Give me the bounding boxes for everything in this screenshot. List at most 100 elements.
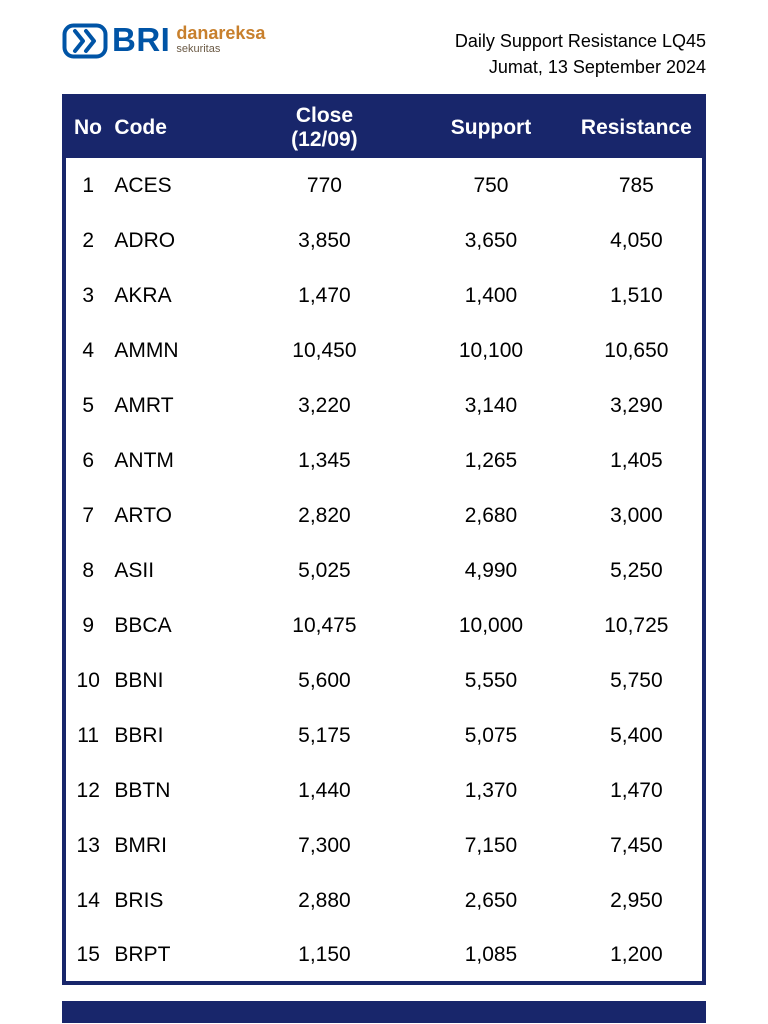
row-resistance: 3,000 (570, 488, 704, 544)
row-no: 13 (64, 818, 111, 874)
header-close-line2: (12/09) (291, 128, 358, 152)
row-support: 4,990 (411, 543, 571, 599)
row-resistance: 3,290 (570, 378, 704, 434)
row-code: ACES (110, 158, 238, 214)
sekuritas-text: sekuritas (176, 42, 221, 55)
row-support: 1,265 (411, 433, 571, 489)
row-code: AMRT (110, 378, 238, 434)
row-close: 3,220 (237, 378, 412, 434)
title-block: Daily Support Resistance LQ45 Jumat, 13 … (455, 20, 706, 80)
table-header-row: No Code Close (12/09) Support Resistance (64, 96, 704, 159)
row-close: 1,345 (237, 433, 412, 489)
danareksa-text: danareksa (176, 23, 266, 43)
row-code: ASII (110, 543, 238, 599)
row-support: 1,400 (411, 268, 571, 324)
row-support: 1,085 (411, 928, 571, 984)
row-resistance: 1,470 (570, 763, 704, 819)
table-row: 6 ANTM 1,345 1,265 1,405 (64, 433, 704, 489)
row-code: BBCA (110, 598, 238, 654)
row-no: 11 (64, 708, 111, 764)
row-no: 10 (64, 653, 111, 709)
footer-bar (62, 1001, 706, 1024)
row-support: 1,370 (411, 763, 571, 819)
table-row: 12 BBTN 1,440 1,370 1,470 (64, 763, 704, 819)
row-close: 1,150 (237, 928, 412, 984)
row-resistance: 5,400 (570, 708, 704, 764)
table-body: 1 ACES 770 750 785 2 ADRO 3,850 3,650 4,050 3 AKRA 1… (64, 158, 704, 984)
row-code: BMRI (110, 818, 238, 874)
row-code: ARTO (110, 488, 238, 544)
row-resistance: 785 (570, 158, 704, 214)
row-resistance: 5,750 (570, 653, 704, 709)
table-row: 4 AMMN 10,450 10,100 10,650 (64, 323, 704, 379)
row-resistance: 2,950 (570, 873, 704, 929)
row-support: 2,650 (411, 873, 571, 929)
row-resistance: 1,405 (570, 433, 704, 489)
row-code: BRIS (110, 873, 238, 929)
row-no: 12 (64, 763, 111, 819)
row-resistance: 5,250 (570, 543, 704, 599)
row-support: 2,680 (411, 488, 571, 544)
row-code: AKRA (110, 268, 238, 324)
danareksa-block: danareksa sekuritas (176, 24, 265, 55)
row-close: 3,850 (237, 213, 412, 269)
row-code: BRPT (110, 928, 238, 984)
table-row: 5 AMRT 3,220 3,140 3,290 (64, 378, 704, 434)
row-code: BBNI (110, 653, 238, 709)
row-support: 10,000 (411, 598, 571, 654)
header-close: Close (12/09) (237, 96, 412, 159)
header-no: No (64, 96, 111, 159)
row-no: 15 (64, 928, 111, 984)
header-close-line1: Close (295, 104, 354, 128)
row-close: 10,475 (237, 598, 412, 654)
row-support: 7,150 (411, 818, 571, 874)
row-resistance: 1,200 (570, 928, 704, 984)
row-close: 5,025 (237, 543, 412, 599)
row-no: 4 (64, 323, 111, 379)
row-resistance: 10,725 (570, 598, 704, 654)
report-date: Jumat, 13 September 2024 (488, 57, 706, 78)
row-close: 2,880 (237, 873, 412, 929)
report-header: BRI danareksa sekuritas Daily Support Re… (62, 20, 706, 80)
table-row: 11 BBRI 5,175 5,075 5,400 (64, 708, 704, 764)
row-resistance: 1,510 (570, 268, 704, 324)
row-close: 5,175 (237, 708, 412, 764)
row-close: 10,450 (237, 323, 412, 379)
row-no: 8 (64, 543, 111, 599)
row-no: 1 (64, 158, 111, 214)
row-code: ADRO (110, 213, 238, 269)
row-close: 5,600 (237, 653, 412, 709)
row-support: 3,140 (411, 378, 571, 434)
row-no: 9 (64, 598, 111, 654)
row-close: 2,820 (237, 488, 412, 544)
table-row: 2 ADRO 3,850 3,650 4,050 (64, 213, 704, 269)
row-no: 3 (64, 268, 111, 324)
row-resistance: 10,650 (570, 323, 704, 379)
row-no: 5 (64, 378, 111, 434)
row-close: 1,470 (237, 268, 412, 324)
row-support: 750 (411, 158, 571, 214)
header-resistance: Resistance (570, 96, 704, 159)
row-no: 14 (64, 873, 111, 929)
row-support: 3,650 (411, 213, 571, 269)
table-row: 8 ASII 5,025 4,990 5,250 (64, 543, 704, 599)
row-close: 7,300 (237, 818, 412, 874)
table-row: 15 BRPT 1,150 1,085 1,200 (64, 928, 704, 984)
row-close: 1,440 (237, 763, 412, 819)
bri-danareksa-logo: BRI danareksa sekuritas (62, 20, 265, 64)
table-row: 9 BBCA 10,475 10,000 10,725 (64, 598, 704, 654)
row-code: AMMN (110, 323, 238, 379)
table-row: 10 BBNI 5,600 5,550 5,750 (64, 653, 704, 709)
table-row: 7 ARTO 2,820 2,680 3,000 (64, 488, 704, 544)
row-code: ANTM (110, 433, 238, 489)
report-title: Daily Support Resistance LQ45 (454, 31, 706, 51)
row-resistance: 4,050 (570, 213, 704, 269)
bri-logo-icon (62, 23, 108, 64)
header-code: Code (110, 96, 238, 159)
row-support: 5,075 (411, 708, 571, 764)
row-close: 770 (237, 158, 412, 214)
row-support: 5,550 (411, 653, 571, 709)
row-no: 7 (64, 488, 111, 544)
row-no: 6 (64, 433, 111, 489)
